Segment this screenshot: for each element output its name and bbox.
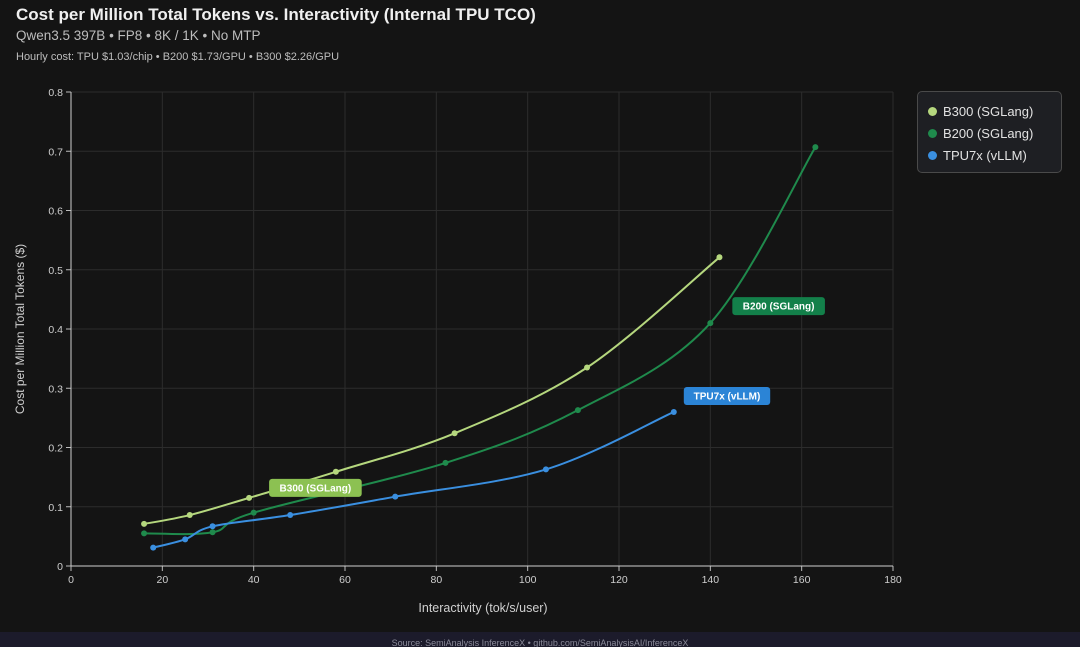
- y-axis-label: Cost per Million Total Tokens ($): [13, 244, 27, 414]
- data-point-b300: [246, 494, 253, 501]
- data-point-b200: [812, 144, 819, 151]
- data-point-b200: [250, 509, 257, 516]
- data-point-b300: [584, 364, 591, 371]
- x-tick-label: 40: [248, 574, 260, 586]
- x-tick-label: 180: [884, 574, 902, 586]
- series-line-b300: [143, 256, 721, 525]
- data-point-b300: [451, 430, 458, 437]
- y-tick-label: 0.5: [48, 265, 63, 277]
- x-tick-label: 20: [156, 574, 168, 586]
- data-point-tpu7x: [670, 408, 677, 415]
- data-point-b300: [332, 468, 339, 475]
- x-tick-label: 120: [610, 574, 628, 586]
- legend-item-b200[interactable]: B200 (SGLang): [928, 122, 1051, 144]
- data-point-b200: [141, 530, 148, 537]
- y-tick-label: 0.2: [48, 443, 63, 455]
- legend-marker-tpu7x: [928, 150, 937, 160]
- data-point-b200: [707, 320, 714, 327]
- x-tick-label: 0: [68, 574, 74, 586]
- legend-label-tpu7x: TPU7x (vLLM): [943, 147, 1027, 163]
- series-label-tpu7x: TPU7x (vLLM): [683, 386, 771, 405]
- y-tick-label: 0: [57, 561, 63, 573]
- legend-label-b300: B300 (SGLang): [943, 103, 1034, 119]
- data-point-b300: [716, 254, 723, 261]
- y-tick-label: 0.7: [48, 146, 63, 158]
- x-tick-label: 60: [339, 574, 351, 586]
- series-b200: [141, 144, 819, 537]
- chart-subtitle: Qwen3.5 397B • FP8 • 8K / 1K • No MTP: [16, 28, 261, 43]
- series-label-text: B200 (SGLang): [743, 302, 815, 313]
- series-label-b200: B200 (SGLang): [732, 297, 825, 316]
- data-point-tpu7x: [287, 512, 294, 519]
- legend-label-b200: B200 (SGLang): [943, 125, 1034, 141]
- source-footer: Source: SemiAnalysis InferenceX • github…: [0, 632, 1080, 647]
- hourly-cost-note: Hourly cost: TPU $1.03/chip • B200 $1.73…: [16, 51, 340, 63]
- data-point-tpu7x: [182, 536, 189, 543]
- data-point-b200: [574, 407, 581, 414]
- x-tick-label: 100: [519, 574, 537, 586]
- data-point-tpu7x: [209, 523, 216, 530]
- legend-item-b300[interactable]: B300 (SGLang): [928, 100, 1051, 122]
- legend: B300 (SGLang) B200 (SGLang) TPU7x (vLLM): [917, 91, 1062, 173]
- series-label-b300: B300 (SGLang): [269, 478, 362, 497]
- series-tpu7x: [150, 408, 677, 551]
- y-tick-label: 0.3: [48, 383, 63, 395]
- series-labels: B300 (SGLang) B200 (SGLang) TPU7x (vLLM): [269, 297, 825, 497]
- series-label-box: [683, 386, 771, 405]
- series-b300: [141, 254, 723, 527]
- y-tick-label: 0.4: [48, 324, 63, 336]
- chart-canvas: 0 20 40 60 80 100 120 140 160 180 0 0.1 0.2 0.3 0.4 0.5…: [13, 87, 902, 615]
- chart-title: Cost per Million Total Tokens vs. Intera…: [16, 5, 536, 24]
- series-label-box: [732, 297, 825, 316]
- axes: 0 20 40 60 80 100 120 140 160 180 0 0.1 0.2 0.3 0.4 0.5…: [48, 87, 902, 586]
- data-point-tpu7x: [150, 544, 157, 551]
- series-line-b200: [144, 146, 817, 536]
- series-line-tpu7x: [152, 411, 675, 549]
- legend-marker-b300: [928, 106, 937, 116]
- y-tick-label: 0.8: [48, 87, 63, 99]
- series-label-text: TPU7x (vLLM): [694, 391, 761, 402]
- data-point-tpu7x: [542, 466, 549, 473]
- series-label-box: [269, 478, 362, 497]
- data-point-b200: [209, 529, 216, 536]
- x-axis-label: Interactivity (tok/s/user): [418, 601, 547, 615]
- grid-lines: [70, 91, 894, 567]
- data-point-tpu7x: [392, 493, 399, 500]
- data-point-b300: [141, 520, 148, 527]
- legend-item-tpu7x[interactable]: TPU7x (vLLM): [928, 144, 1051, 166]
- data-point-b300: [186, 512, 193, 519]
- legend-marker-b200: [928, 128, 937, 138]
- y-tick-label: 0.1: [48, 502, 63, 514]
- data-point-b200: [442, 459, 449, 466]
- series-layer: [141, 144, 819, 551]
- series-label-text: B300 (SGLang): [280, 483, 352, 494]
- x-tick-label: 140: [702, 574, 720, 586]
- x-tick-label: 80: [430, 574, 442, 586]
- x-tick-label: 160: [793, 574, 811, 586]
- y-tick-label: 0.6: [48, 206, 63, 218]
